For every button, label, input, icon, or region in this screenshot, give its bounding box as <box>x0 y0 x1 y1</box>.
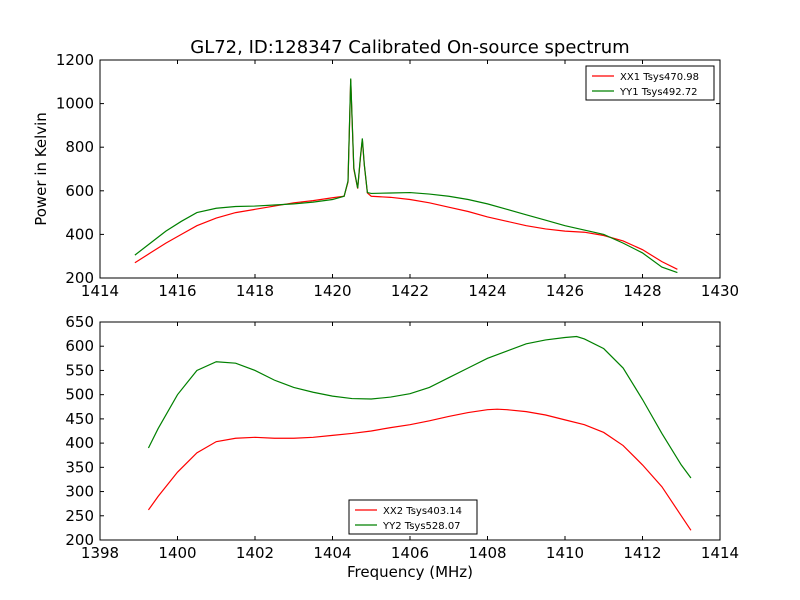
legend-label: YY1 Tsys492.72 <box>619 87 698 98</box>
series-line-2 <box>147 335 692 479</box>
x-tick-label: 1408 <box>468 544 506 562</box>
y-tick-label: 450 <box>65 410 94 428</box>
legend-box <box>585 65 715 101</box>
y-tick-label: 1000 <box>56 95 94 113</box>
y-tick-label: 800 <box>65 138 94 156</box>
y-tick-label: 200 <box>65 531 94 549</box>
x-tick-label: 1410 <box>546 544 584 562</box>
y-tick-label: 650 <box>65 313 94 331</box>
x-tick-label: 1414 <box>701 544 739 562</box>
top-panel: 1414 1416 1418 1420 1422 1424 1426 1428 1430 200 4… <box>32 51 739 300</box>
y-tick-label: 400 <box>65 434 94 452</box>
legend-label: XX2 Tsys403.14 <box>383 506 462 517</box>
x-axis-label: Frequency (MHz) <box>347 563 473 581</box>
y-tick-label: 400 <box>65 225 94 243</box>
series-line-2 <box>134 78 678 274</box>
x-tick-label: 1402 <box>236 544 274 562</box>
x-tick-label: 1428 <box>623 282 661 300</box>
x-tick-label: 1424 <box>468 282 506 300</box>
x-tick-label: 1426 <box>546 282 584 300</box>
legend-label: XX1 Tsys470.98 <box>620 72 699 83</box>
x-tick-label: 1430 <box>701 282 739 300</box>
y-tick-label: 250 <box>65 507 94 525</box>
x-tick-label: 1398 <box>81 544 119 562</box>
x-tick-label: 1416 <box>158 282 196 300</box>
y-tick-label: 1200 <box>56 51 94 69</box>
series-line-1 <box>134 79 678 270</box>
x-tick-label: 1418 <box>236 282 274 300</box>
y-tick-label: 550 <box>65 361 94 379</box>
y-tick-label: 500 <box>65 386 94 404</box>
y-tick-label: 350 <box>65 458 94 476</box>
x-tick-label: 1420 <box>313 282 351 300</box>
x-tick-label: 1414 <box>81 282 119 300</box>
y-tick-label: 600 <box>65 337 94 355</box>
y-tick-label: 300 <box>65 483 94 501</box>
figure-title: GL72, ID:128347 Calibrated On-source spe… <box>190 37 629 58</box>
x-tick-label: 1422 <box>391 282 429 300</box>
legend: XX2 Tsys403.14 YY2 Tsys528.07 <box>348 499 478 535</box>
x-tick-label: 1400 <box>158 544 196 562</box>
bottom-panel: 1398 1400 1402 1404 1406 1408 1410 1412 1414 200 2… <box>65 313 739 581</box>
legend-label: YY2 Tsys528.07 <box>382 521 461 532</box>
legend: XX1 Tsys470.98 YY1 Tsys492.72 <box>585 65 715 101</box>
y-tick-label: 600 <box>65 182 94 200</box>
x-tick-label: 1412 <box>623 544 661 562</box>
x-tick-label: 1406 <box>391 544 429 562</box>
series-line-1 <box>147 408 692 531</box>
x-tick-label: 1404 <box>313 544 351 562</box>
y-axis-label: Power in Kelvin <box>32 112 50 226</box>
y-tick-label: 200 <box>65 269 94 287</box>
legend-box <box>348 499 478 535</box>
